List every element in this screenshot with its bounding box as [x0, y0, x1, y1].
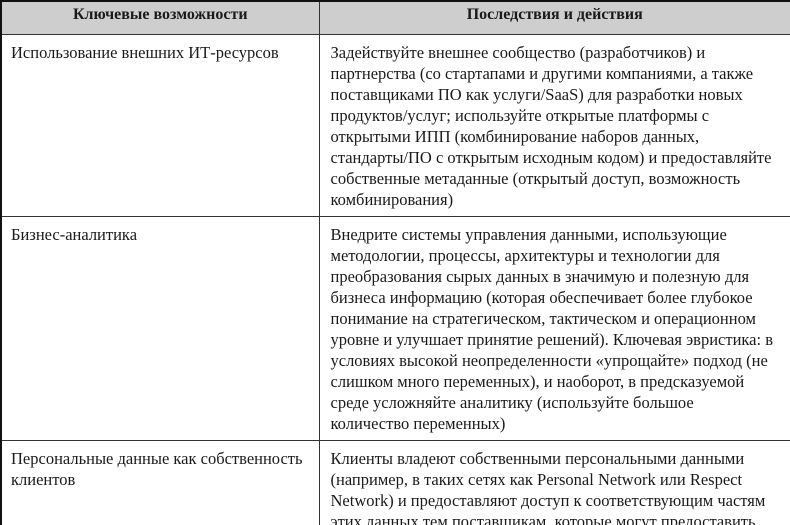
- action-cell-personal-data: Клиенты владеют собственными персональны…: [318, 439, 790, 525]
- table-row: Бизнес-аналитика Внедрите системы управл…: [0, 215, 790, 441]
- table-header-row: Ключевые возможности Последствия и дейст…: [0, 0, 790, 35]
- capability-cell-personal-data: Персональные данные как собственность кл…: [0, 439, 320, 525]
- action-cell-external-it: Задействуйте внешнее сообщество (разрабо…: [318, 33, 790, 217]
- table-row: Персональные данные как собственность кл…: [0, 439, 790, 525]
- capability-cell-business-analytics: Бизнес-аналитика: [0, 215, 320, 441]
- table-row: Использование внешних ИТ-ресурсов Задейс…: [0, 33, 790, 217]
- action-cell-business-analytics: Внедрите системы управления данными, исп…: [318, 215, 790, 441]
- header-cell-consequences: Последствия и действия: [318, 0, 790, 35]
- header-cell-capabilities: Ключевые возможности: [0, 0, 320, 35]
- capability-cell-external-it: Использование внешних ИТ-ресурсов: [0, 33, 320, 217]
